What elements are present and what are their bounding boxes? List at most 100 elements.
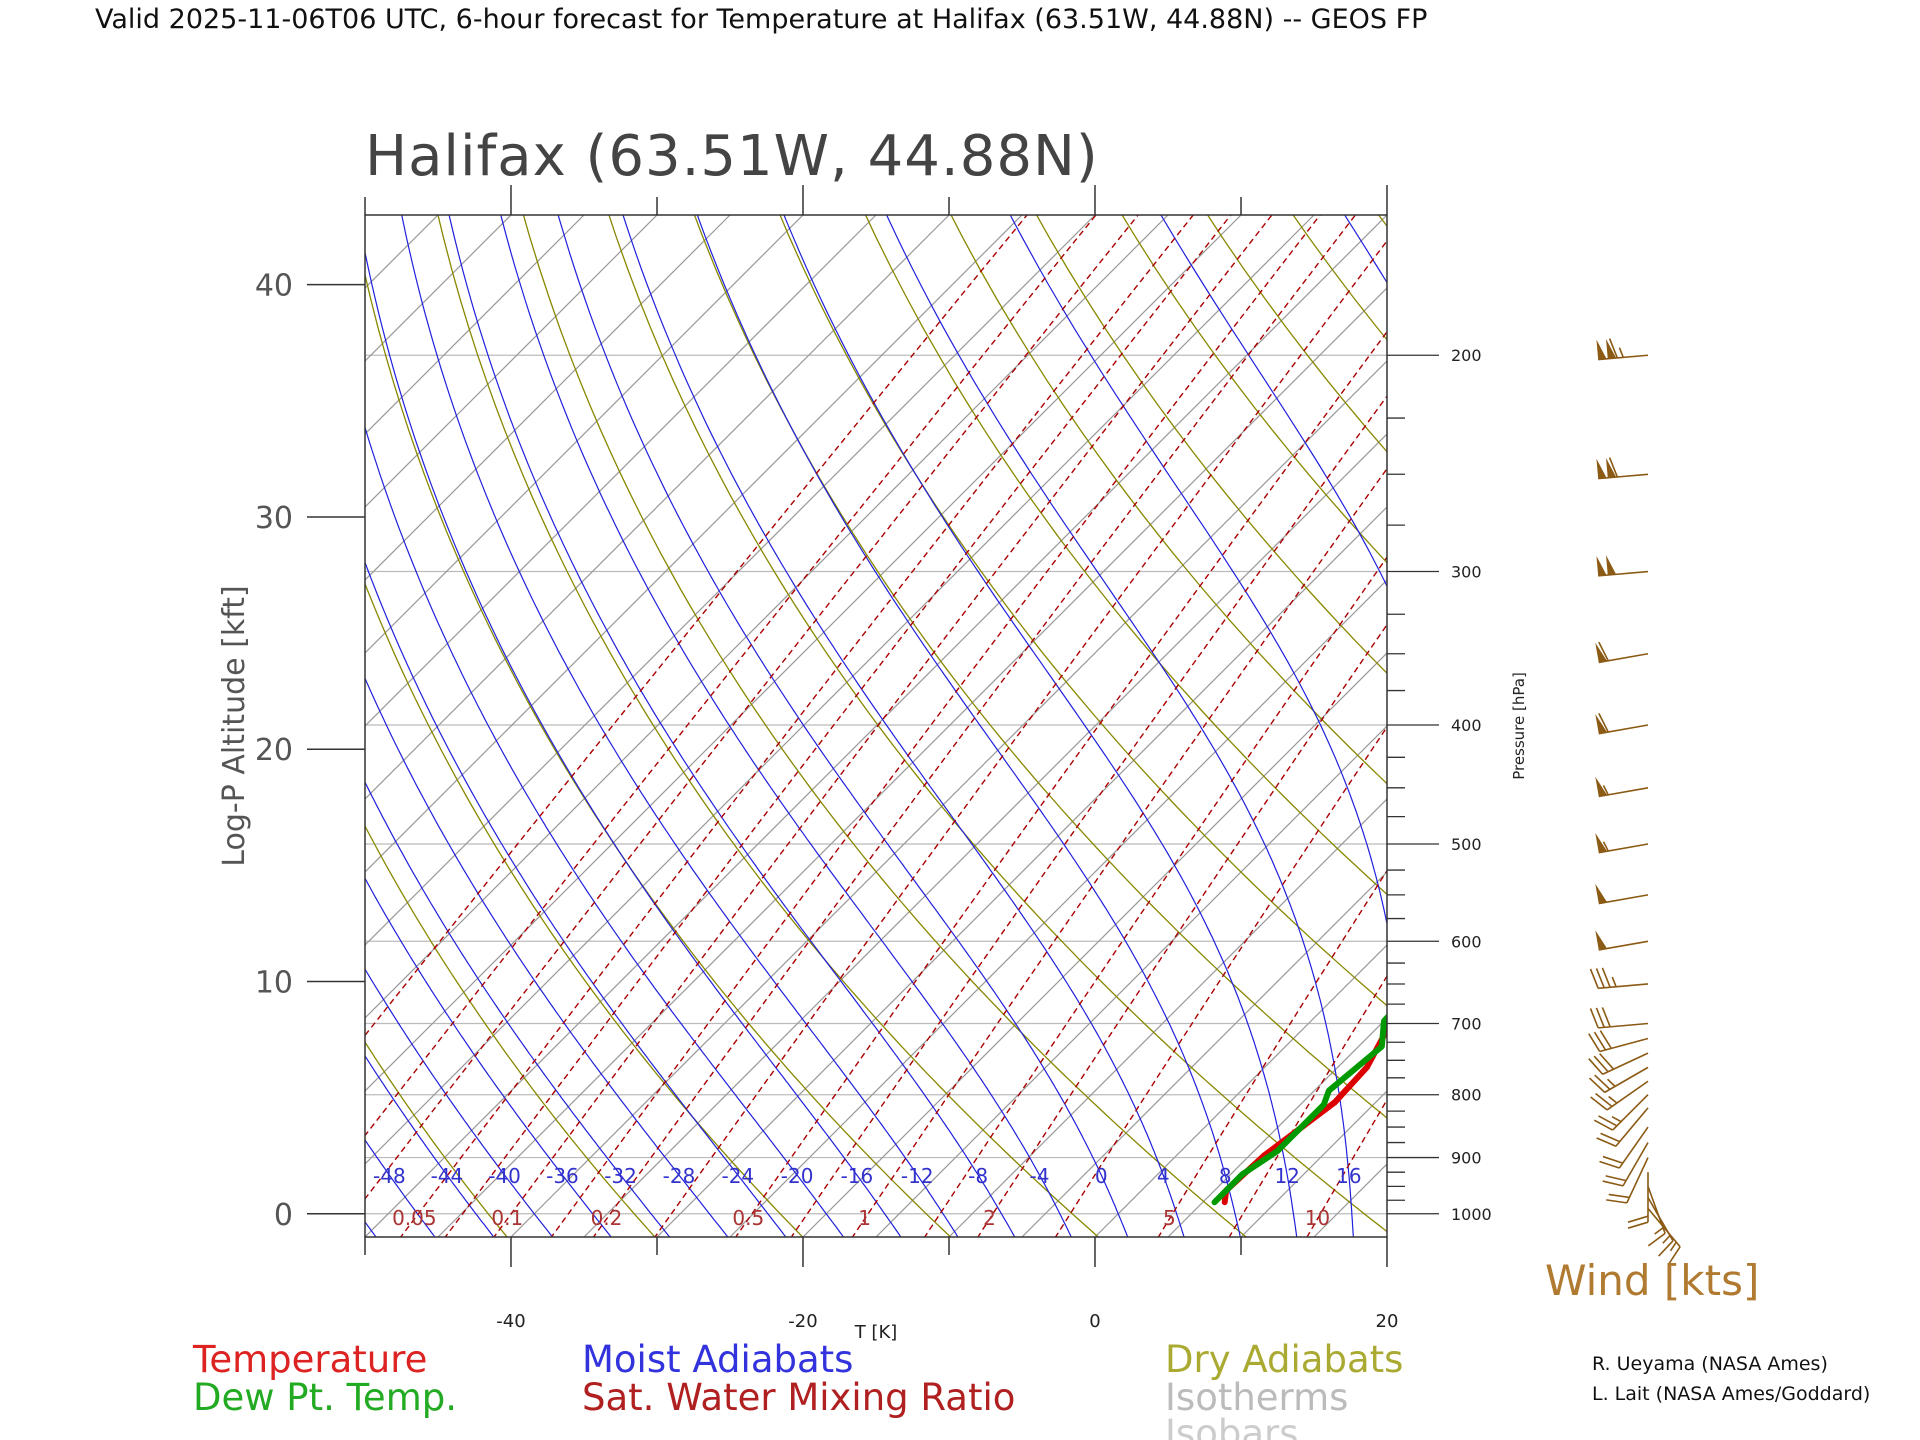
moist-adiabat	[365, 1054, 495, 1237]
dry-adiabat	[365, 1041, 508, 1237]
mixing-ratio-line	[923, 556, 1387, 1237]
y-tick-label: 40	[255, 269, 293, 304]
mixing-ratio-line	[365, 215, 1097, 1137]
pressure-axis-label: Pressure [hPa]	[1510, 672, 1528, 780]
mixing-ratio-line	[365, 215, 1028, 1037]
moist-adiabat	[365, 877, 612, 1237]
pressure-tick-label: 700	[1451, 1015, 1482, 1034]
dry-adiabat	[1206, 215, 1387, 453]
wind-label: Wind [kts]	[1545, 1256, 1759, 1305]
dry-adiabat	[779, 215, 1387, 1007]
x-tick-label: 0	[1089, 1311, 1100, 1332]
moist-adiabat-label: -16	[841, 1164, 874, 1188]
moist-adiabat-label: 12	[1274, 1164, 1299, 1188]
isotherm-line	[1679, 215, 1920, 1237]
mixing-ratio-label: 1	[858, 1206, 871, 1230]
isotherm-line	[0, 215, 219, 1237]
dry-adiabat	[522, 215, 1248, 1237]
moist-adiabat-label: -12	[901, 1164, 934, 1188]
moist-adiabat-label: -8	[968, 1164, 988, 1188]
isobar-lines	[365, 354, 1387, 1215]
isotherm-line	[0, 215, 73, 1237]
moist-adiabat-label: -40	[488, 1164, 521, 1188]
mixing-ratio-label: 0.1	[491, 1206, 523, 1230]
credit-line-1: R. Ueyama (NASA Ames)	[1592, 1353, 1828, 1375]
x-tick-label: -20	[788, 1311, 817, 1332]
y-tick-label: 10	[255, 966, 293, 1001]
moist-adiabat	[365, 249, 902, 1237]
dry-adiabat	[693, 215, 1387, 1119]
moist-adiabat	[365, 425, 845, 1237]
wind-barb	[1595, 712, 1649, 735]
isotherm-lines	[0, 215, 1920, 1237]
mixing-ratio-line	[365, 215, 1140, 1200]
isotherm-line	[1606, 215, 1920, 1237]
credit-line-2: L. Lait (NASA Ames/Goddard)	[1592, 1383, 1870, 1405]
wind-barb	[1590, 1080, 1649, 1111]
wind-barb	[1589, 1007, 1649, 1029]
isotherm-line	[365, 215, 1387, 1237]
dry-adiabat	[1878, 202, 1920, 1255]
isotherm-line	[365, 215, 877, 727]
isotherm-line	[365, 215, 1096, 946]
wind-barb	[1599, 1126, 1649, 1169]
moist-adiabat	[886, 215, 1354, 1237]
y-tick-label: 30	[255, 501, 293, 536]
isotherm-line	[437, 287, 1387, 1237]
pressure-tick-label: 1000	[1451, 1205, 1492, 1224]
y-tick-label: 20	[255, 733, 293, 768]
wind-barbs	[1588, 338, 1681, 1265]
isotherm-line	[365, 215, 1169, 1019]
isotherm-line	[365, 215, 512, 362]
moist-adiabat-lines	[0, 202, 1920, 1255]
pressure-tick-label: 200	[1451, 346, 1482, 365]
mixing-ratio-label: 0.2	[591, 1206, 623, 1230]
dry-adiabat	[1539, 202, 1920, 1255]
moist-adiabat	[365, 560, 787, 1237]
moist-adiabat	[1692, 202, 1920, 1255]
mixing-ratio-line	[1228, 974, 1387, 1237]
wind-barb	[1595, 776, 1649, 798]
moist-adiabat-label: -24	[721, 1164, 754, 1188]
profile-series	[1211, 1013, 1387, 1206]
legend-mixing-ratio: Sat. Water Mixing Ratio	[582, 1376, 1015, 1419]
mixing-ratio-line	[493, 215, 1273, 1237]
isotherm-line	[510, 360, 1387, 1237]
mixing-ratio-line	[654, 239, 1387, 1237]
dry-adiabat	[365, 582, 804, 1237]
isotherm-line	[729, 579, 1387, 1237]
dry-adiabat	[365, 824, 656, 1237]
dry-adiabat	[365, 272, 952, 1237]
x-axis-label: T [K]	[854, 1322, 898, 1343]
mixing-ratio-line	[1306, 1098, 1387, 1237]
legend-dewpoint: Dew Pt. Temp.	[193, 1376, 457, 1419]
moist-adiabat	[696, 215, 1241, 1237]
wind-barb	[1602, 1142, 1649, 1187]
moist-adiabat	[1160, 215, 1387, 588]
moist-adiabat	[622, 215, 1185, 1237]
isotherm-line	[365, 215, 585, 435]
isotherm-line	[802, 652, 1387, 1237]
wind-barb	[1596, 457, 1649, 480]
moist-adiabat	[500, 215, 1072, 1237]
moist-adiabat	[401, 215, 959, 1237]
legend: Temperature Dew Pt. Temp. Moist Adiabats…	[192, 1338, 1403, 1440]
isotherm-line	[1533, 215, 1920, 1237]
dry-adiabat	[1035, 215, 1387, 675]
mixing-ratio-line	[734, 330, 1387, 1237]
moist-adiabat-label: 0	[1095, 1164, 1108, 1188]
moist-adiabat	[1635, 202, 1781, 1255]
wind-barb	[1588, 1052, 1649, 1076]
wind-barb	[1627, 1172, 1649, 1229]
moist-adiabat-label: -20	[781, 1164, 814, 1188]
moist-adiabat	[0, 202, 330, 1255]
pressure-tick-label: 900	[1451, 1149, 1482, 1168]
isotherm-line	[365, 215, 731, 581]
mixing-ratio-label: 5	[1163, 1206, 1176, 1230]
wind-barb	[1595, 833, 1649, 854]
x-tick-label: 20	[1376, 1311, 1399, 1332]
moist-adiabat-label: -44	[431, 1164, 464, 1188]
wind-barb	[1596, 555, 1649, 577]
